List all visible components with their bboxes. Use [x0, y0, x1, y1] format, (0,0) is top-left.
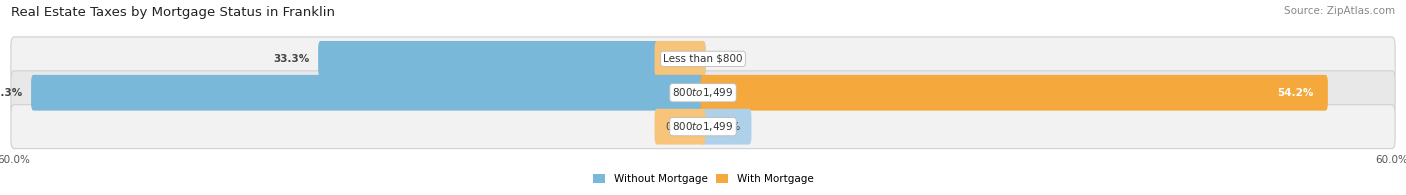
- Text: Real Estate Taxes by Mortgage Status in Franklin: Real Estate Taxes by Mortgage Status in …: [11, 6, 335, 19]
- FancyBboxPatch shape: [11, 71, 1395, 115]
- FancyBboxPatch shape: [655, 109, 706, 144]
- FancyBboxPatch shape: [655, 41, 706, 77]
- FancyBboxPatch shape: [700, 75, 1327, 111]
- Text: Less than $800: Less than $800: [664, 54, 742, 64]
- Text: 0.0%: 0.0%: [665, 122, 692, 132]
- Text: $800 to $1,499: $800 to $1,499: [672, 120, 734, 133]
- Text: $800 to $1,499: $800 to $1,499: [672, 86, 734, 99]
- Text: 33.3%: 33.3%: [273, 54, 309, 64]
- Text: 58.3%: 58.3%: [0, 88, 22, 98]
- FancyBboxPatch shape: [11, 105, 1395, 149]
- FancyBboxPatch shape: [11, 37, 1395, 81]
- FancyBboxPatch shape: [318, 41, 706, 77]
- Text: Source: ZipAtlas.com: Source: ZipAtlas.com: [1284, 6, 1395, 16]
- FancyBboxPatch shape: [31, 75, 706, 111]
- Text: 0.0%: 0.0%: [714, 122, 741, 132]
- FancyBboxPatch shape: [700, 109, 751, 144]
- Text: 54.2%: 54.2%: [1278, 88, 1313, 98]
- Text: 0.0%: 0.0%: [714, 54, 741, 64]
- Legend: Without Mortgage, With Mortgage: Without Mortgage, With Mortgage: [593, 174, 813, 184]
